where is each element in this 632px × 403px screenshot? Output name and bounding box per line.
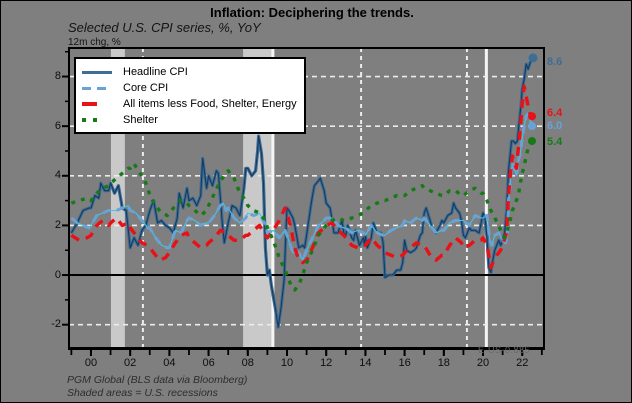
legend-label: Shelter bbox=[123, 114, 158, 126]
series-accent-0 bbox=[70, 57, 534, 328]
footer: PGM Global (BLS data via Bloomberg) Shad… bbox=[67, 374, 247, 400]
end-value-label-2: 6.4 bbox=[547, 107, 563, 120]
legend: Headline CPI Core CPI All items less Foo… bbox=[74, 57, 306, 134]
legend-item-all-items-less-fse: All items less Food, Shelter, Energy bbox=[82, 96, 298, 112]
legend-label: Headline CPI bbox=[123, 66, 188, 78]
shelter-line-swatch-icon bbox=[82, 118, 114, 122]
y-axis-label-8: 8 bbox=[54, 70, 61, 83]
legend-item-headline-cpi: Headline CPI bbox=[82, 64, 298, 80]
footer-source: PGM Global (BLS data via Bloomberg) bbox=[67, 374, 248, 386]
x-axis-label-00: 00 bbox=[84, 357, 98, 369]
x-axis-label-20: 20 bbox=[476, 357, 490, 369]
end-marker-3 bbox=[528, 137, 537, 146]
y-axis-label-2: 2 bbox=[54, 218, 61, 231]
series-line-1 bbox=[70, 112, 534, 262]
core-line-swatch-icon bbox=[82, 86, 114, 90]
legend-item-shelter: Shelter bbox=[82, 112, 298, 128]
x-axis-label-14: 14 bbox=[359, 357, 372, 369]
y-axis-unit-label: 12m chg, % bbox=[68, 37, 121, 48]
end-marker-2 bbox=[528, 112, 537, 121]
headline-line-swatch-icon bbox=[82, 70, 114, 74]
x-axis-label-02: 02 bbox=[124, 357, 137, 369]
x-axis-label-16: 16 bbox=[398, 357, 411, 369]
x-axis-label-18: 18 bbox=[437, 357, 450, 369]
red-line-swatch-icon bbox=[82, 102, 114, 106]
end-marker-0 bbox=[528, 53, 538, 63]
y-axis-label-0: 0 bbox=[54, 268, 61, 281]
chart-subtitle: Selected U.S. CPI series, %, YoY bbox=[68, 20, 261, 35]
x-axis-label-06: 06 bbox=[202, 357, 215, 369]
end-value-label-1: 6.0 bbox=[547, 120, 563, 133]
series-line-2 bbox=[70, 84, 533, 270]
y-axis-label-4: 4 bbox=[54, 169, 61, 182]
watermark-text: E-US-0.885 bbox=[478, 345, 531, 355]
series-line-3 bbox=[70, 139, 533, 292]
legend-label: Core CPI bbox=[123, 82, 169, 94]
end-marker-1 bbox=[528, 122, 537, 131]
footer-note: Shaded areas = U.S. recessions bbox=[67, 387, 218, 399]
y-axis-label--2: -2 bbox=[51, 318, 61, 331]
end-value-label-0: 8.6 bbox=[547, 55, 563, 68]
page-title: Inflation: Deciphering the trends. bbox=[210, 5, 414, 20]
legend-item-core-cpi: Core CPI bbox=[82, 80, 298, 96]
x-axis-label-10: 10 bbox=[280, 357, 294, 369]
y-axis-label-6: 6 bbox=[54, 119, 61, 132]
end-value-label-3: 5.4 bbox=[547, 136, 563, 149]
x-axis-label-12: 12 bbox=[320, 357, 333, 369]
x-axis-label-22: 22 bbox=[516, 357, 529, 369]
x-axis-label-04: 04 bbox=[163, 357, 176, 369]
legend-label: All items less Food, Shelter, Energy bbox=[123, 98, 297, 110]
x-axis-label-08: 08 bbox=[241, 357, 254, 369]
